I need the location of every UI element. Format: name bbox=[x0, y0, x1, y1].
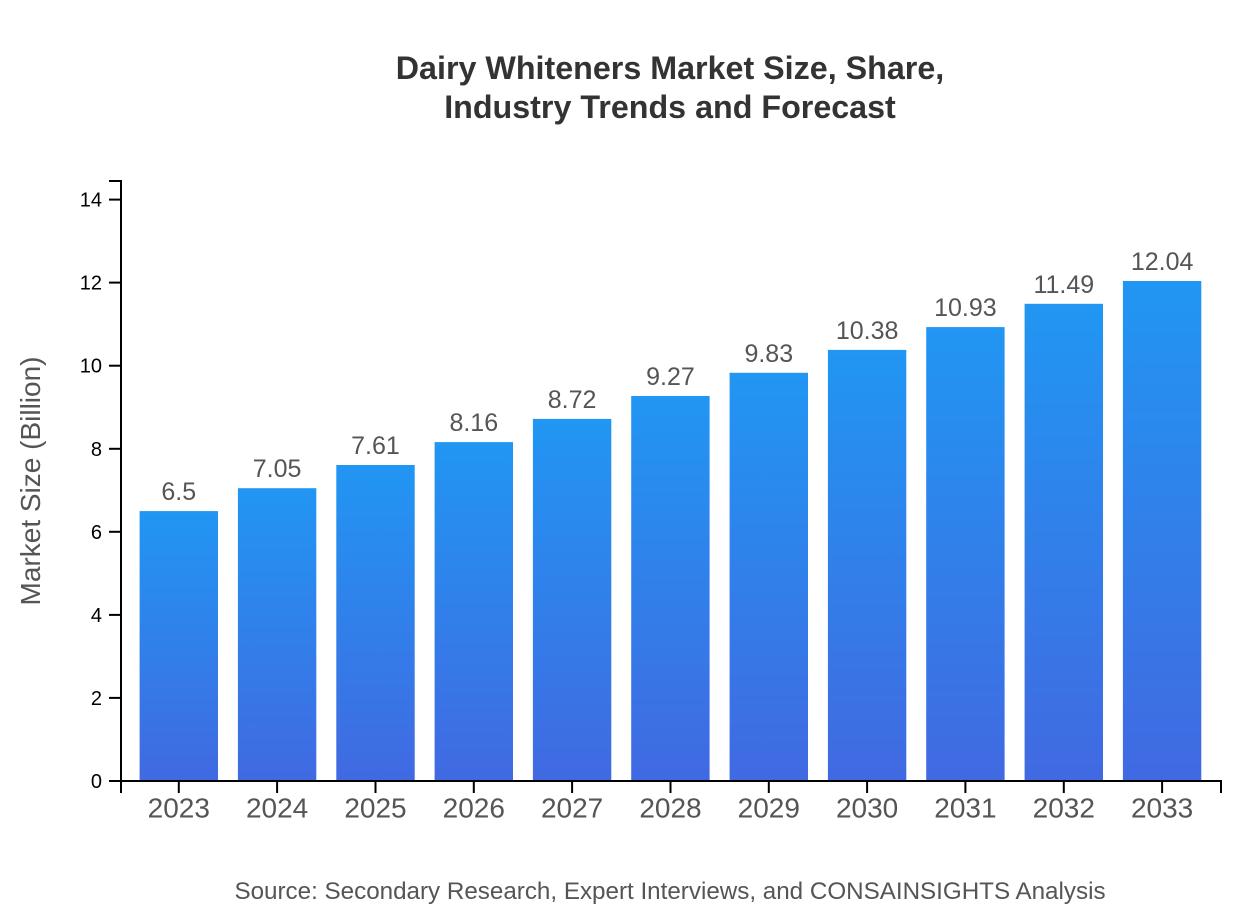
svg-text:8: 8 bbox=[91, 439, 102, 461]
svg-text:9.27: 9.27 bbox=[646, 363, 695, 391]
svg-text:2025: 2025 bbox=[344, 793, 406, 824]
svg-text:Source: Secondary Research, Ex: Source: Secondary Research, Expert Inter… bbox=[234, 878, 1105, 905]
svg-text:2028: 2028 bbox=[639, 793, 701, 824]
svg-text:2024: 2024 bbox=[246, 793, 308, 824]
svg-text:2032: 2032 bbox=[1033, 793, 1095, 824]
svg-text:6: 6 bbox=[91, 522, 102, 544]
svg-text:2030: 2030 bbox=[836, 793, 898, 824]
svg-text:9.83: 9.83 bbox=[744, 340, 793, 368]
svg-text:14: 14 bbox=[80, 190, 102, 212]
svg-text:10.38: 10.38 bbox=[836, 317, 899, 345]
svg-text:11.49: 11.49 bbox=[1033, 271, 1094, 299]
svg-text:2033: 2033 bbox=[1131, 793, 1193, 824]
svg-text:7.61: 7.61 bbox=[351, 432, 400, 460]
svg-text:Market Size (Billion): Market Size (Billion) bbox=[15, 357, 46, 606]
svg-text:Industry Trends and Forecast: Industry Trends and Forecast bbox=[444, 89, 896, 125]
svg-text:2029: 2029 bbox=[738, 793, 800, 824]
svg-text:Dairy Whiteners Market Size, S: Dairy Whiteners Market Size, Share, bbox=[396, 50, 944, 86]
svg-text:2027: 2027 bbox=[541, 793, 603, 824]
svg-text:7.05: 7.05 bbox=[253, 455, 302, 483]
svg-text:10.93: 10.93 bbox=[934, 294, 997, 322]
svg-text:2023: 2023 bbox=[148, 793, 210, 824]
svg-text:12.04: 12.04 bbox=[1131, 248, 1194, 276]
svg-text:8.72: 8.72 bbox=[548, 386, 597, 414]
svg-text:2031: 2031 bbox=[934, 793, 996, 824]
svg-text:2: 2 bbox=[91, 688, 102, 710]
svg-text:0: 0 bbox=[91, 771, 102, 793]
svg-text:12: 12 bbox=[80, 273, 102, 295]
svg-text:4: 4 bbox=[91, 605, 102, 627]
svg-text:8.16: 8.16 bbox=[449, 409, 498, 437]
svg-text:2026: 2026 bbox=[443, 793, 505, 824]
svg-text:10: 10 bbox=[80, 356, 102, 378]
svg-text:6.5: 6.5 bbox=[161, 478, 196, 506]
